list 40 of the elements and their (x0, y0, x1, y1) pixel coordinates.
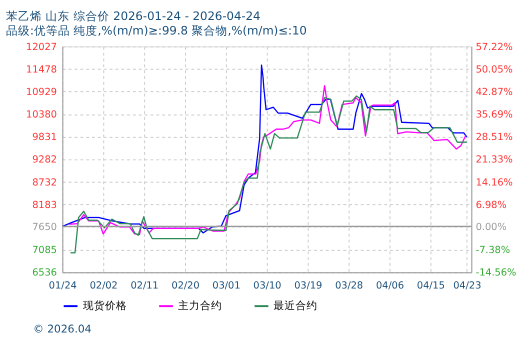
x-tick-label: 04/06 (376, 280, 404, 292)
line-series (70, 95, 468, 254)
y-tick-label: 8183 (32, 200, 57, 211)
x-tick-label: 03/01 (212, 280, 240, 292)
x-tick-label: 02/11 (130, 280, 159, 292)
chart-subtitle: 品级:优等品 纯度,%(m/m)≥:99.8 聚合物,%(m/m)≤:10 (6, 24, 307, 38)
y-tick-label: 10929 (26, 86, 57, 98)
y-tick-label: 11478 (26, 64, 57, 76)
y2-tick-label: 21.33% (476, 154, 513, 166)
text: © 2026.04 (33, 322, 92, 336)
y2-tick-label: -7.38% (476, 245, 510, 256)
y2-tick-label: 6.98% (476, 200, 507, 211)
x-tick-label: 04/15 (416, 280, 445, 292)
y2-tick-label: 57.22% (476, 42, 513, 53)
y-tick-label: 9282 (32, 154, 57, 166)
y-tick-label: 7085 (32, 245, 57, 256)
x-tick-label: 03/28 (335, 280, 364, 292)
legend-label: 最近合约 (274, 299, 318, 312)
y2-tick-label: 50.05% (476, 64, 513, 76)
legend-label: 现货价格 (82, 299, 127, 312)
y-tick-label: 7650 (32, 222, 57, 233)
y-tick-label: 6536 (32, 268, 57, 279)
y2-tick-label: 14.16% (476, 177, 513, 188)
y-tick-label: 12027 (26, 42, 57, 53)
y2-tick-label: -14.56% (476, 268, 516, 279)
y2-tick-label: 0.00% (476, 222, 507, 233)
x-tick-label: 04/23 (453, 280, 482, 292)
x-tick-label: 02/02 (90, 280, 118, 292)
x-tick-label: 03/10 (253, 280, 282, 292)
y-tick-label: 9831 (32, 132, 57, 144)
y-tick-label: 10380 (26, 110, 57, 121)
chart-title: 苯乙烯 山东 综合价 2026-01-24 - 2026-04-24 (6, 9, 260, 24)
y2-tick-label: 42.87% (476, 86, 513, 98)
legend-label: 主力合约 (178, 299, 222, 312)
x-tick-label: 03/19 (294, 280, 322, 292)
y2-tick-label: 28.51% (476, 132, 513, 144)
x-tick-label: 02/20 (172, 280, 200, 292)
x-tick-label: 01/24 (48, 280, 77, 292)
y-tick-label: 8732 (32, 177, 57, 188)
y2-tick-label: 35.69% (476, 110, 513, 121)
